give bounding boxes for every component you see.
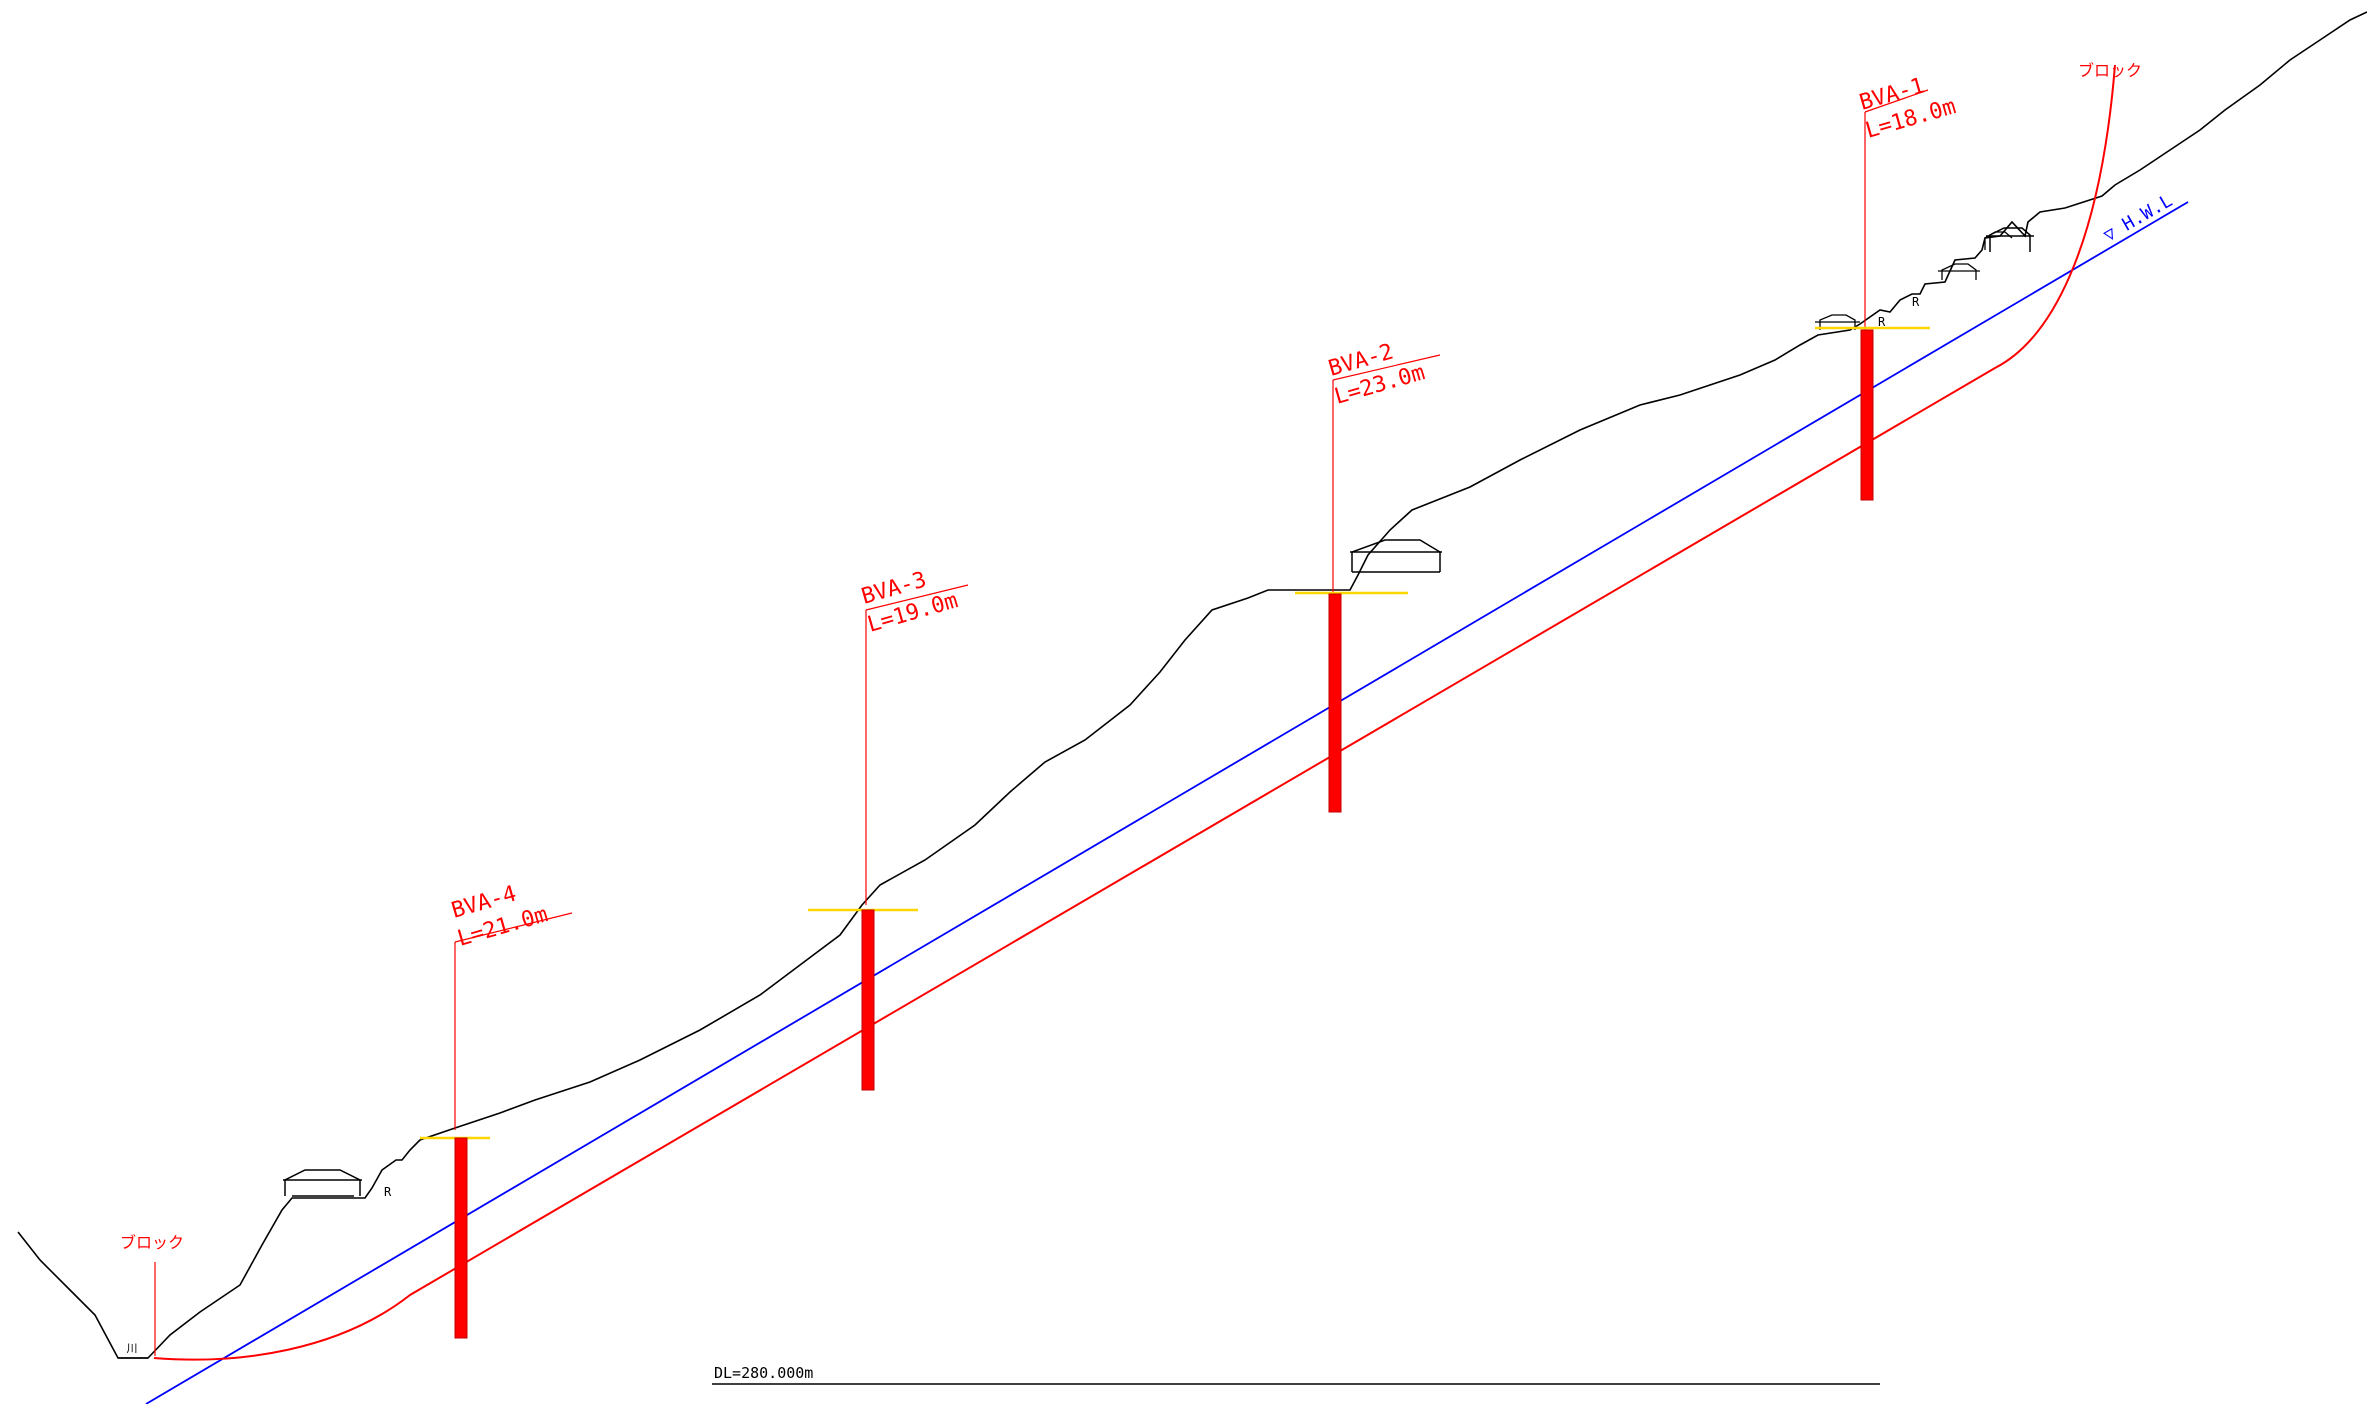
block-label: ブロック bbox=[120, 1233, 184, 1252]
water-level-line bbox=[145, 201, 2189, 1404]
water-level-label: ▽ H.W.L bbox=[2100, 190, 2176, 246]
borehole-label-underline bbox=[1332, 354, 1441, 381]
borehole-bar bbox=[454, 1137, 468, 1339]
borehole-label-underline bbox=[1864, 89, 1929, 113]
road-label: R bbox=[1878, 315, 1886, 329]
borehole-bar bbox=[1328, 593, 1342, 813]
block-label: ブロック bbox=[2078, 61, 2142, 80]
borehole-bva-2: BVA-2 L=23.0m bbox=[1295, 339, 1441, 813]
slip-surface-line bbox=[153, 64, 2116, 1361]
borehole-bva-1: BVA-1 L=18.0m bbox=[1815, 73, 1959, 501]
house-icon bbox=[1984, 231, 2013, 250]
house-icon bbox=[1350, 539, 1442, 573]
borehole-bva-4: BVA-4 L=21.0m bbox=[420, 881, 573, 1339]
house-icon bbox=[1938, 263, 1980, 280]
borehole-label-underline bbox=[865, 584, 969, 611]
house-icon bbox=[283, 1169, 362, 1197]
road-label: R bbox=[384, 1185, 392, 1199]
borehole-bva-3: BVA-3 L=19.0m bbox=[808, 567, 969, 1091]
datum-label: DL=280.000m bbox=[714, 1364, 813, 1382]
river-label: 川 bbox=[127, 1342, 138, 1355]
road-label: R bbox=[1912, 295, 1920, 309]
borehole-label-underline bbox=[454, 912, 573, 943]
house-icon bbox=[1815, 314, 1860, 330]
house-icon bbox=[1986, 227, 2034, 252]
borehole-bar bbox=[861, 909, 875, 1091]
borehole-bar bbox=[1860, 329, 1874, 501]
ground-surface-line bbox=[17, 11, 2367, 1359]
